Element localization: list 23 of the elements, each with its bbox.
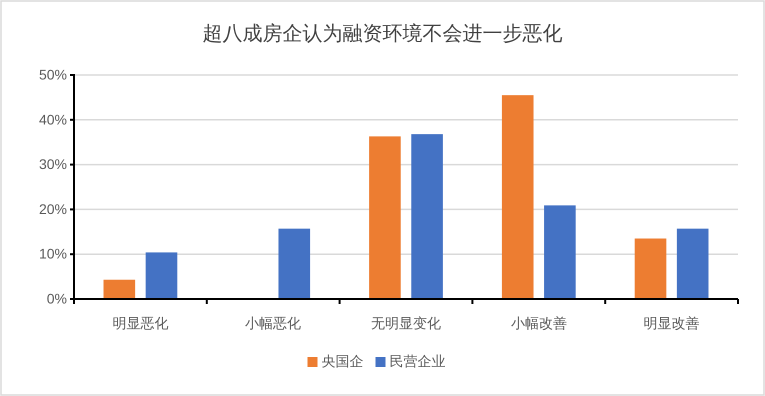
y-tick-label: 20% — [38, 200, 67, 217]
bar — [278, 228, 310, 299]
y-tick-label: 30% — [38, 156, 67, 172]
bar — [104, 280, 136, 299]
y-tick-label: 10% — [38, 246, 67, 262]
x-tick-label: 无明显变化 — [371, 316, 441, 332]
x-tick-label: 明显改善 — [644, 315, 700, 332]
bar — [544, 205, 576, 299]
x-tick-label: 小幅恶化 — [245, 316, 302, 332]
legend-label: 民营企业 — [390, 354, 446, 370]
bar — [146, 252, 178, 299]
y-tick-label: 50% — [38, 66, 67, 82]
bar — [502, 95, 534, 299]
bar — [369, 136, 401, 299]
bar — [676, 228, 708, 299]
y-tick-label: 40% — [38, 111, 67, 128]
chart-title: 超八成房企认为融资环境不会进一步恶化 — [202, 21, 562, 45]
legend-label: 央国企 — [322, 354, 364, 370]
y-tick-label: 0% — [46, 290, 67, 306]
bar — [634, 238, 666, 299]
x-tick-label: 小幅改善 — [510, 315, 567, 332]
bar — [411, 134, 443, 299]
x-tick-label: 明显恶化 — [112, 316, 168, 332]
